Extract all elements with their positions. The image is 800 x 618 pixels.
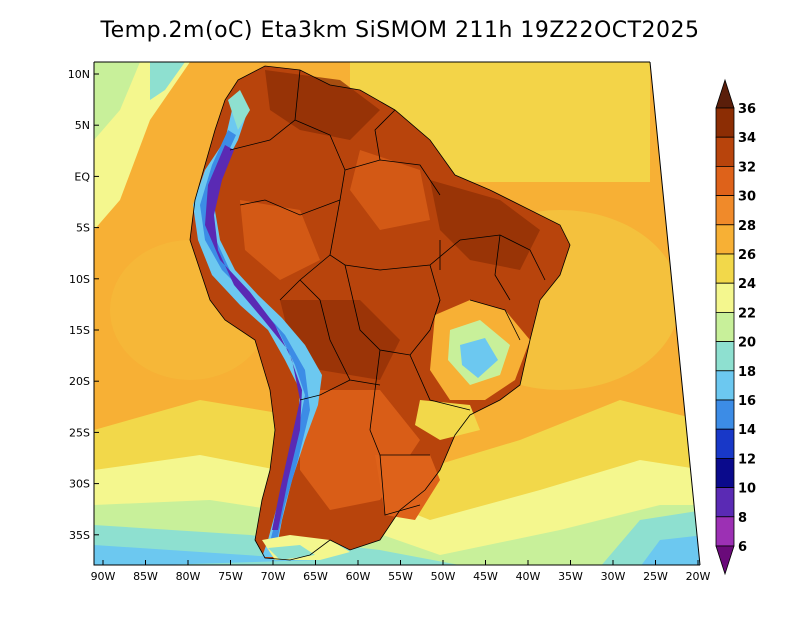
lon-label: 45W	[473, 570, 498, 583]
colorbar-segment	[715, 399, 735, 430]
lon-label: 20W	[686, 570, 711, 583]
colorbar-label: 34	[738, 131, 756, 146]
colorbar-segment	[715, 253, 735, 284]
lon-label: 75W	[218, 570, 243, 583]
colorbar-segment	[715, 370, 735, 401]
colorbar-segment	[715, 428, 735, 459]
lat-label: 20S	[69, 375, 90, 388]
colorbar-label: 12	[738, 452, 756, 467]
lon-label: 85W	[133, 570, 158, 583]
lon-label: 25W	[643, 570, 668, 583]
colorbar-segment	[715, 516, 735, 547]
lat-label: 30S	[69, 478, 90, 491]
colorbar-segment	[715, 107, 735, 138]
lon-label: 90W	[91, 570, 116, 583]
latitude-axis: 10N 5N EQ 5S 10S 15S 20S 25S 30S 35S	[68, 68, 99, 542]
colorbar-label: 28	[738, 219, 756, 234]
colorbar-label: 6	[738, 540, 747, 555]
south-america-land	[190, 66, 570, 560]
lon-label: 35W	[558, 570, 583, 583]
lon-label: 55W	[388, 570, 413, 583]
colorbar-label: 30	[738, 190, 756, 205]
colorbar-label: 14	[738, 423, 756, 438]
colorbar-label: 8	[738, 511, 747, 526]
colorbar-top-arrow	[715, 78, 735, 109]
colorbar-label: 10	[738, 482, 756, 497]
lat-label: 25S	[69, 426, 90, 439]
colorbar-label: 26	[738, 248, 756, 263]
colorbar-label: 18	[738, 365, 756, 380]
colorbar-label: 16	[738, 394, 756, 409]
colorbar-label: 24	[738, 277, 756, 292]
colorbar-bottom-arrow	[715, 545, 735, 576]
colorbar: 36 34 32 30 28 26 24 22 20 18 16 14 12 10 8 6	[715, 78, 756, 576]
lon-label: 40W	[516, 570, 541, 583]
colorbar-segment	[715, 341, 735, 372]
lon-label: 80W	[176, 570, 201, 583]
colorbar-segment	[715, 311, 735, 342]
lon-label: 30W	[601, 570, 626, 583]
colorbar-segment	[715, 165, 735, 196]
colorbar-segment	[715, 195, 735, 226]
colorbar-label: 32	[738, 160, 756, 175]
lat-label: 10S	[69, 273, 90, 286]
colorbar-segment	[715, 282, 735, 313]
colorbar-segment	[715, 487, 735, 518]
lon-label: 70W	[261, 570, 286, 583]
boundaries	[189, 65, 571, 561]
lat-label: 10N	[68, 68, 90, 81]
lat-label: 15S	[69, 324, 90, 337]
colorbar-segment	[715, 136, 735, 167]
colorbar-label: 20	[738, 336, 756, 351]
lat-label: 5N	[75, 119, 90, 132]
lon-label: 60W	[346, 570, 371, 583]
colorbar-segment	[715, 224, 735, 255]
map-field	[94, 62, 700, 565]
lat-label: EQ	[74, 170, 90, 183]
lon-label: 50W	[431, 570, 456, 583]
colorbar-segment	[715, 457, 735, 488]
colorbar-label: 22	[738, 306, 756, 321]
map-title: Temp.2m(oC) Eta3km SiSMOM 211h 19Z22OCT2…	[100, 18, 700, 43]
longitude-axis: 90W 85W 80W 75W 70W 65W 60W 55W 50W 45W 40W 35W 30W 2…	[91, 560, 711, 583]
lon-label: 65W	[303, 570, 328, 583]
colorbar-label: 36	[738, 102, 756, 117]
lat-label: 35S	[69, 529, 90, 542]
lat-label: 5S	[76, 222, 90, 235]
